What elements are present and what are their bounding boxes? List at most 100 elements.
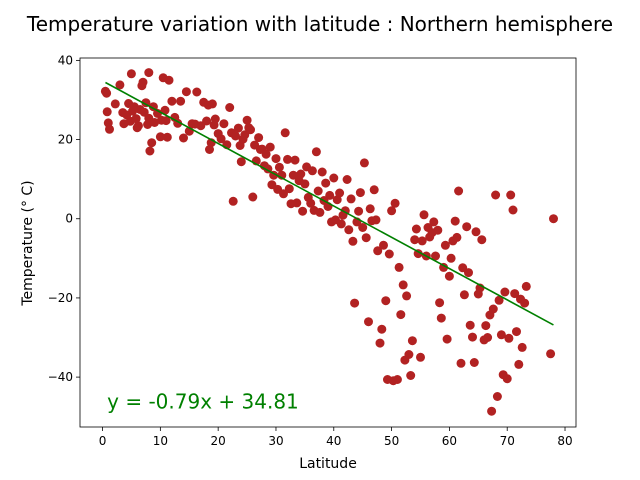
data-point — [167, 96, 177, 106]
data-point — [390, 198, 400, 208]
data-point — [350, 298, 360, 308]
data-point — [496, 330, 506, 340]
y-axis-label: Temperature (° C) — [20, 180, 36, 306]
data-point — [164, 75, 174, 85]
data-point — [377, 324, 387, 334]
data-point — [506, 190, 516, 200]
data-point — [160, 105, 170, 115]
data-point — [481, 321, 491, 331]
data-point — [396, 310, 406, 320]
data-point — [315, 207, 325, 217]
data-point — [265, 142, 275, 152]
data-point — [387, 206, 397, 216]
data-point — [344, 225, 354, 235]
data-point — [365, 204, 375, 214]
y-tick-label: −40 — [48, 370, 73, 384]
data-point — [462, 222, 472, 232]
data-point — [147, 138, 157, 148]
data-point — [346, 194, 356, 204]
data-point — [435, 298, 445, 308]
data-point — [410, 235, 420, 245]
data-point — [406, 371, 416, 380]
data-point — [429, 217, 439, 227]
data-point — [348, 236, 358, 246]
data-point — [433, 225, 443, 235]
data-point — [358, 223, 368, 232]
data-point — [488, 304, 498, 314]
data-point — [242, 115, 252, 125]
data-point — [394, 262, 404, 272]
data-point — [510, 289, 520, 299]
data-point — [138, 77, 148, 87]
data-point — [469, 358, 479, 367]
data-point — [446, 253, 456, 263]
x-tick-label: 10 — [153, 434, 168, 448]
data-point — [491, 190, 501, 200]
data-point — [210, 114, 220, 124]
data-point — [456, 358, 466, 368]
data-point — [450, 216, 460, 226]
data-point — [155, 132, 165, 142]
data-point — [325, 190, 335, 200]
data-point — [279, 189, 288, 199]
data-point — [354, 206, 364, 216]
data-point — [176, 96, 186, 106]
data-point — [179, 133, 188, 143]
data-point — [452, 232, 462, 242]
data-point — [236, 157, 246, 167]
y-tick-label: 40 — [58, 53, 73, 67]
data-point — [296, 169, 306, 179]
regression-line-group — [105, 81, 554, 326]
data-point — [181, 87, 191, 97]
data-point — [290, 155, 300, 165]
data-point — [504, 333, 514, 343]
data-point — [442, 334, 452, 344]
data-point — [514, 359, 524, 369]
data-point — [105, 124, 114, 134]
data-point — [306, 198, 316, 208]
data-point — [225, 103, 235, 112]
data-point — [361, 233, 371, 243]
data-point — [520, 298, 530, 308]
chart-title: Temperature variation with latitude : No… — [26, 12, 613, 36]
data-point — [288, 170, 298, 180]
data-point — [483, 333, 493, 342]
data-point — [205, 145, 214, 154]
data-point — [307, 166, 317, 176]
data-point — [280, 128, 290, 138]
data-point — [402, 291, 412, 301]
data-point — [162, 132, 172, 142]
data-point — [464, 268, 473, 278]
data-point — [375, 338, 385, 348]
data-point — [431, 251, 440, 261]
data-point — [384, 249, 394, 259]
data-point — [342, 175, 352, 184]
data-point — [126, 69, 136, 79]
data-point — [321, 178, 331, 188]
data-point — [150, 118, 160, 127]
data-point — [436, 313, 446, 323]
data-point — [254, 133, 264, 143]
axis-ticks: 0 10 20 30 40 50 60 70 80 −40 −20 0 20 40 — [48, 53, 573, 448]
data-point — [502, 374, 512, 384]
data-point — [517, 342, 527, 352]
data-point — [468, 332, 477, 342]
data-point — [454, 186, 464, 196]
x-tick-label: 0 — [99, 434, 107, 448]
data-point — [329, 173, 339, 183]
data-point — [284, 184, 294, 194]
data-point — [145, 146, 155, 156]
data-point — [521, 281, 531, 291]
data-point — [440, 240, 450, 250]
data-point — [261, 149, 271, 159]
data-point — [359, 158, 369, 168]
data-point — [311, 147, 321, 157]
data-point — [471, 227, 481, 237]
data-point — [144, 68, 154, 78]
data-point — [110, 99, 120, 109]
data-point — [131, 114, 141, 124]
regression-line — [105, 81, 554, 326]
y-tick-label: −20 — [48, 291, 73, 305]
data-point — [336, 219, 346, 229]
